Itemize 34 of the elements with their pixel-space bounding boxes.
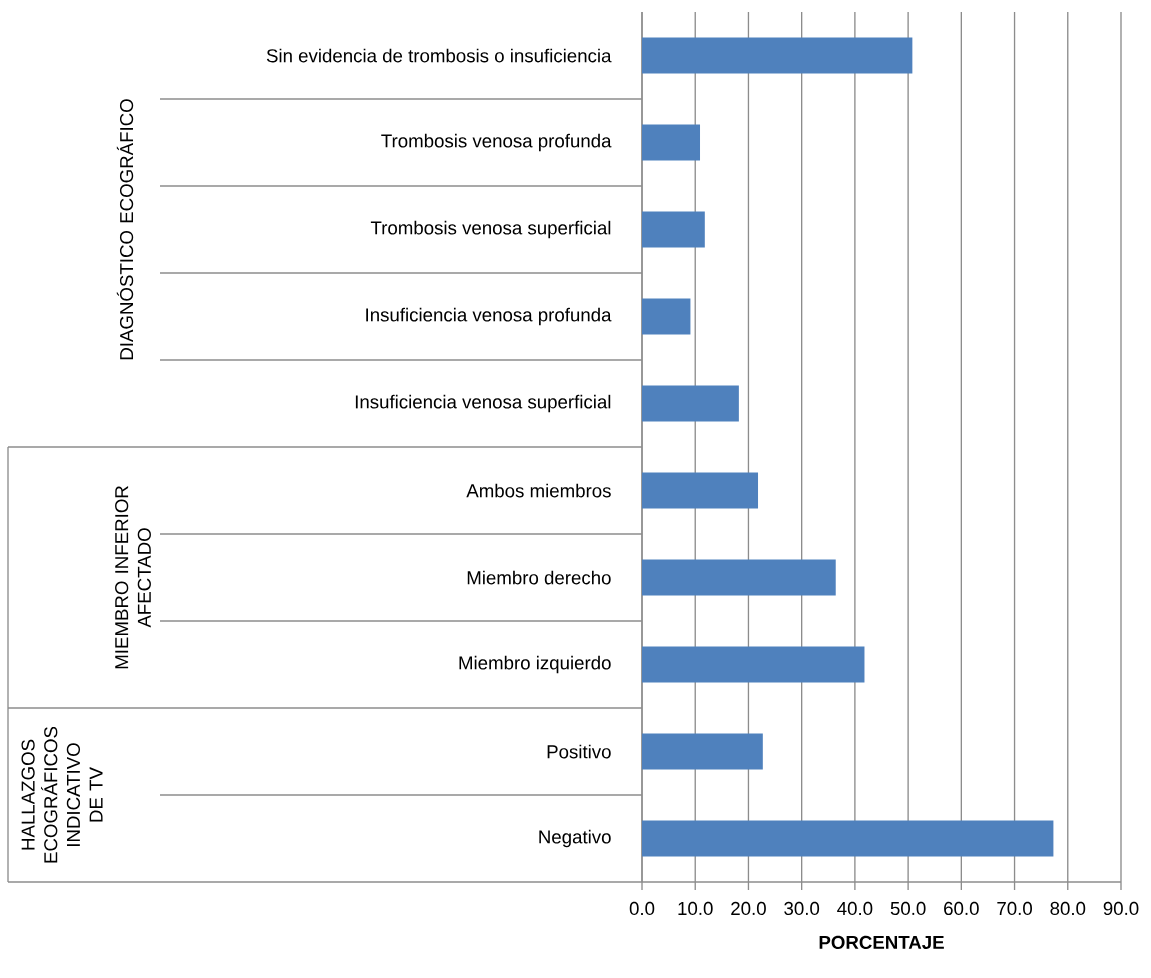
x-tick-label: 10.0 <box>678 901 713 916</box>
bar <box>642 646 865 683</box>
bar <box>642 733 763 770</box>
y-tick-label: Positivo <box>547 744 611 759</box>
x-axis-title: PORCENTAJE <box>819 935 944 949</box>
bar <box>642 211 705 248</box>
y-tick-label: Sin evidencia de trombosis o insuficiencia <box>266 48 612 63</box>
x-tick-label: 40.0 <box>837 901 873 916</box>
text: HALLAZGOS ECOGRÁFICOS INDICATIVO DE TV <box>21 726 103 863</box>
x-tick-label: 70.0 <box>997 901 1032 916</box>
bar <box>642 298 691 335</box>
y-tick-label: Ambos miembros <box>466 483 611 498</box>
y-tick-label: Insuficiencia venosa superficial <box>355 394 611 413</box>
y-tick-label: Trombosis venosa profunda <box>381 133 612 152</box>
y-tick-label: Miembro izquierdo <box>459 655 611 674</box>
text: DIAGNÓSTICO ECOGRÁFICO <box>116 99 134 360</box>
bar <box>642 820 1054 857</box>
y-tick-label: Negativo <box>539 829 611 848</box>
x-tick-label: 30.0 <box>784 901 820 916</box>
bar <box>642 472 759 509</box>
y-tick-label: Insuficiencia venosa profunda <box>366 307 612 326</box>
bar <box>642 37 913 74</box>
y-tick-label: Trombosis venosa superficial <box>370 220 611 239</box>
x-tick-label: 20.0 <box>731 901 766 916</box>
y-tick-label: Miembro derecho <box>467 570 611 585</box>
bar <box>642 124 701 161</box>
bar <box>642 385 739 422</box>
x-tick-label: 80.0 <box>1050 901 1086 916</box>
text: MIEMBRO INFERIOR AFECTADO <box>115 486 151 669</box>
bar <box>642 559 836 596</box>
x-tick-label: 50.0 <box>890 901 926 916</box>
x-tick-label: 0.0 <box>629 901 655 916</box>
x-tick-label: 90.0 <box>1103 901 1139 916</box>
x-tick-label: 60.0 <box>944 901 979 916</box>
